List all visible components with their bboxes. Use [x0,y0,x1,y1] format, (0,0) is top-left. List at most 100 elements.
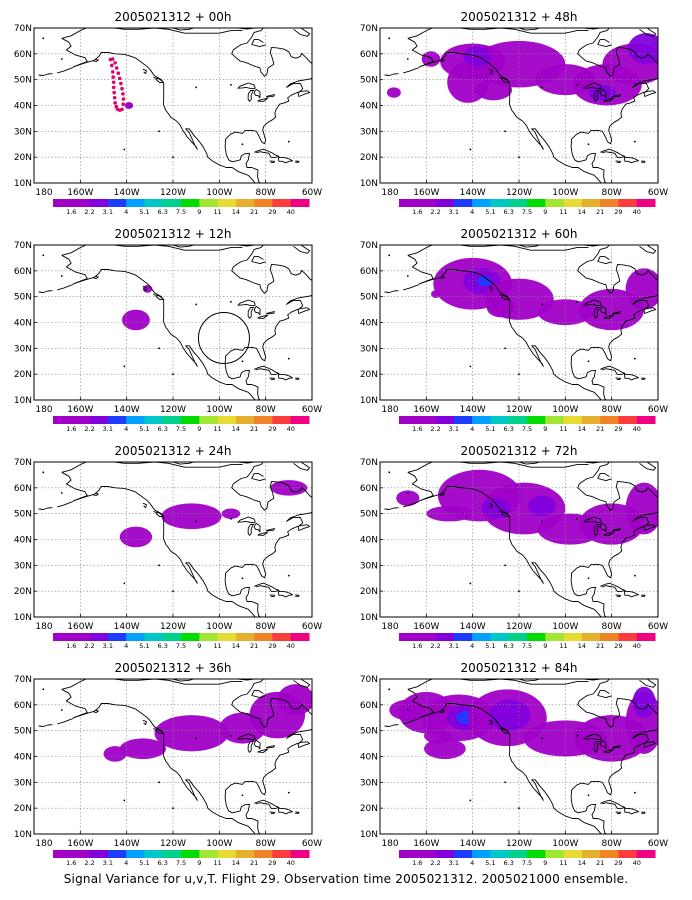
longitude-label: 180 [381,405,398,415]
map-panel: 2005021312 + 36h 70N 60N 50N 40N 30N 20N 10N180… [14,661,322,867]
colorbar-label: 3.1 [449,859,459,867]
colorbar-swatch [581,199,601,207]
island [158,347,161,350]
colorbar-swatch [107,850,127,858]
coastline [237,733,256,741]
coastline [265,745,275,749]
coastline [518,245,541,248]
coastline [253,523,261,533]
coastline [257,532,268,536]
colorbar-label: 14 [578,859,586,867]
colorbar-swatch [53,633,72,641]
flight-track-point [117,76,122,81]
panel-title: 2005021312 + 72h [461,444,578,458]
colorbar-swatch [453,850,473,858]
latitude-label: 60N [360,267,378,277]
colorbar: 1.6 2.2 3.1 4 5.1 6.3 7.5 9 11 14 21 29 40 [399,199,656,216]
colorbar-swatch [600,199,619,207]
colorbar-swatch [399,850,418,858]
island [42,37,45,40]
longitude-label: 100W [552,188,578,198]
coastline [293,462,311,471]
colorbar-label: 5.1 [139,859,149,867]
longitude-label: 80W [255,622,275,632]
colorbar-swatch [636,416,656,424]
colorbar-label: 3.1 [449,642,459,650]
latitude-label: 60N [14,267,32,277]
colorbar-swatch [53,416,72,424]
longitude-label: 160W [413,622,439,632]
flight-track-point [113,61,117,65]
colorbar-label: 21 [250,642,258,650]
variance-contour [154,715,229,752]
longitude-label: 120W [160,405,186,415]
colorbar-label: 11 [559,642,567,650]
panel-title: 2005021312 + 00h [115,10,232,24]
island [388,254,391,257]
coastline [237,82,256,90]
coastline [253,306,261,316]
colorbar-swatch [254,633,273,641]
colorbar-label: 4 [470,642,474,650]
coastline [265,311,275,315]
coastline [153,511,165,517]
colorbar-label: 40 [633,642,641,650]
longitude-label: 160W [67,839,93,849]
colorbar-swatch [600,416,619,424]
colorbar-swatch [89,633,109,641]
coastline [641,594,646,597]
longitude-label: 80W [601,622,621,632]
coastline [599,740,607,750]
flight-track-point [116,71,121,76]
colorbar-swatch [107,416,127,424]
colorbar-label: 11 [559,425,567,433]
colorbar-swatch [435,633,455,641]
colorbar-swatch [618,850,638,858]
island [60,58,63,60]
variance-contour [119,526,153,548]
latitude-label: 50N [360,510,378,520]
map-panel: 2005021312 + 72h 70N 60N 50N 40N 30N 20N 10N180… [360,444,668,650]
coastline [61,28,243,39]
colorbar-label: 4 [124,642,128,650]
colorbar-swatch [290,416,310,424]
island [504,347,506,350]
colorbar-label: 1.6 [66,208,76,216]
coastline [142,719,147,726]
island [518,807,520,810]
variance-contour [421,51,441,67]
colorbar-swatch [235,199,255,207]
colorbar-label: 5.1 [139,425,149,433]
latitude-label: 30N [14,778,32,788]
colorbar-swatch [126,416,145,424]
island [230,300,232,303]
latitude-label: 30N [14,344,32,354]
coastline [518,679,541,682]
island [123,148,126,151]
colorbar-swatch [126,199,145,207]
colorbar-swatch [545,633,565,641]
coastline [295,594,300,597]
colorbar-swatch [290,199,310,207]
longitude-label: 100W [552,405,578,415]
map-area [34,28,312,183]
colorbar-label: 40 [287,859,295,867]
coastline [293,28,311,37]
colorbar-swatch [581,416,601,424]
island [230,83,232,86]
variance-contour [474,79,513,101]
coastline [615,377,621,381]
colorbar-swatch [636,633,656,641]
colorbar-swatch [71,199,91,207]
flight-track-point [121,102,125,107]
colorbar-label: 9 [543,425,547,433]
longitude-label: 140W [460,405,486,415]
coastline [57,284,74,291]
colorbar: 1.6 2.2 3.1 4 5.1 6.3 7.5 9 11 14 21 29 40 [53,850,310,867]
colorbar-swatch [144,633,164,641]
colorbar-swatch [89,199,109,207]
flight-track-point [114,66,119,70]
coastline [623,807,639,815]
longitude-label: 160W [67,188,93,198]
colorbar-swatch [272,633,292,641]
